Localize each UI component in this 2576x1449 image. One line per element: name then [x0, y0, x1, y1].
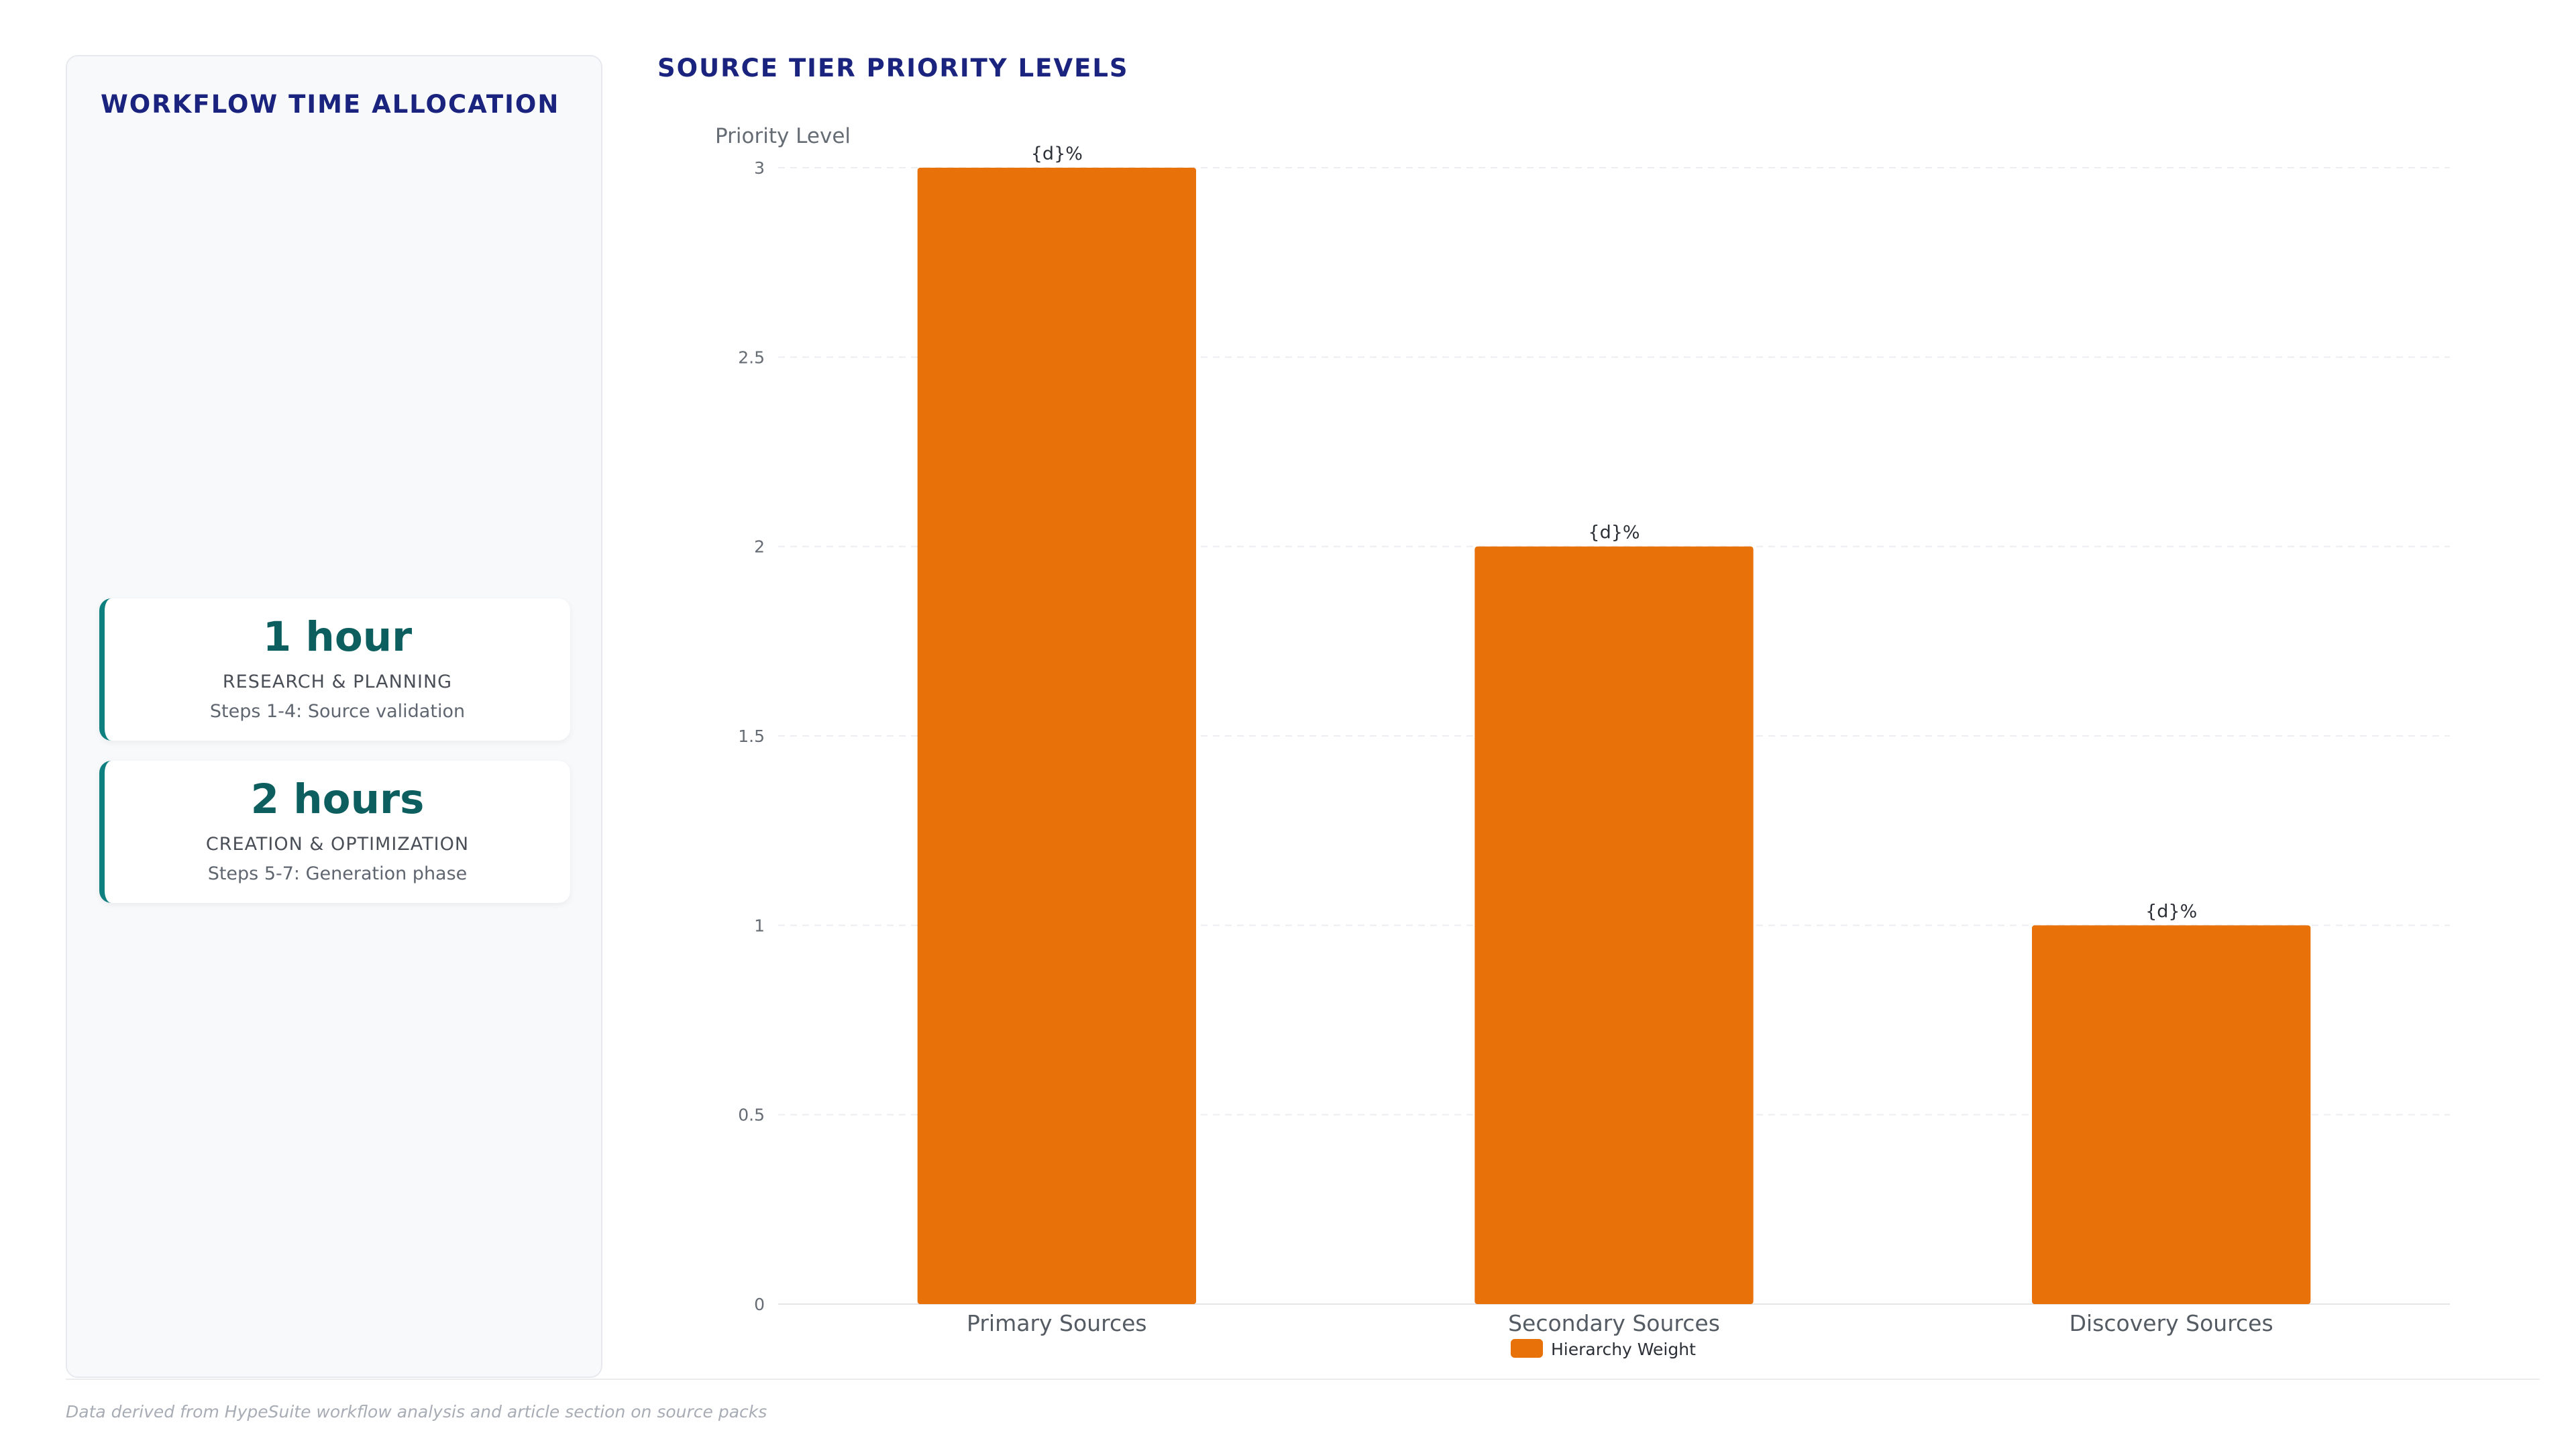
- y-tick-label: 0.5: [738, 1106, 765, 1125]
- y-tick-label: 2.5: [738, 347, 765, 367]
- y-tick-label: 1.5: [738, 727, 765, 746]
- stat-label: CREATION & OPTIMIZATION: [205, 834, 470, 855]
- chart-title: SOURCE TIER PRIORITY LEVELS: [657, 54, 1129, 83]
- y-tick-label: 0: [754, 1295, 765, 1314]
- x-tick-label: Secondary Sources: [1508, 1310, 1720, 1336]
- footer-divider: [66, 1379, 2540, 1380]
- bar: [1474, 546, 1754, 1304]
- stat-value: 2 hours: [250, 775, 425, 823]
- stat-card-creation: 2 hours CREATION & OPTIMIZATION Steps 5-…: [99, 761, 570, 903]
- y-axis-title: Priority Level: [715, 124, 851, 148]
- stat-card-research: 1 hour RESEARCH & PLANNING Steps 1-4: So…: [99, 598, 570, 741]
- y-tick-label: 1: [754, 916, 765, 935]
- x-tick-label: Discovery Sources: [2070, 1310, 2273, 1336]
- footnote: Data derived from HypeSuite workflow ana…: [66, 1402, 767, 1421]
- legend-label: Hierarchy Weight: [1551, 1340, 1696, 1359]
- panel-title: WORKFLOW TIME ALLOCATION: [101, 90, 560, 119]
- stat-label: RESEARCH & PLANNING: [222, 672, 453, 692]
- stat-subtitle: Steps 5-7: Generation phase: [207, 863, 468, 884]
- stat-subtitle: Steps 1-4: Source validation: [209, 701, 466, 722]
- x-tick-label: Primary Sources: [967, 1310, 1147, 1336]
- legend-swatch: [1511, 1339, 1543, 1358]
- bar: [2032, 925, 2311, 1304]
- y-tick-label: 2: [754, 537, 765, 557]
- data-label: {d}%: [1031, 144, 1083, 164]
- workflow-time-panel: WORKFLOW TIME ALLOCATION 1 hour RESEARCH…: [66, 55, 602, 1378]
- data-label: {d}%: [2145, 901, 2197, 922]
- priority-bar-chart: Priority Level 0 0.5 1 1.5 2 2.5 3 {d}% Primary S…: [715, 124, 2450, 1359]
- stat-value: 1 hour: [262, 613, 413, 661]
- bar: [917, 168, 1196, 1304]
- data-label: {d}%: [1588, 523, 1640, 543]
- y-tick-label: 3: [754, 158, 765, 178]
